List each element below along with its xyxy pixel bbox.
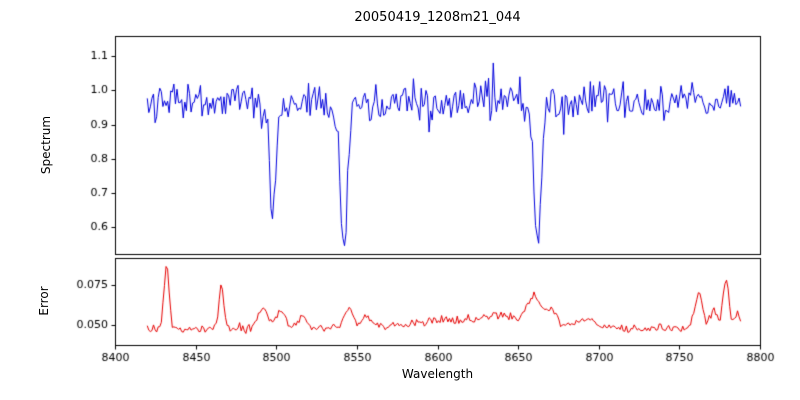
error-y-axis-label: Error (37, 286, 51, 316)
spectrum-y-axis-label: Spectrum (39, 115, 53, 175)
x-axis-label: Wavelength (401, 367, 474, 381)
chart-title: 20050419_1208m21_044 (354, 10, 521, 25)
